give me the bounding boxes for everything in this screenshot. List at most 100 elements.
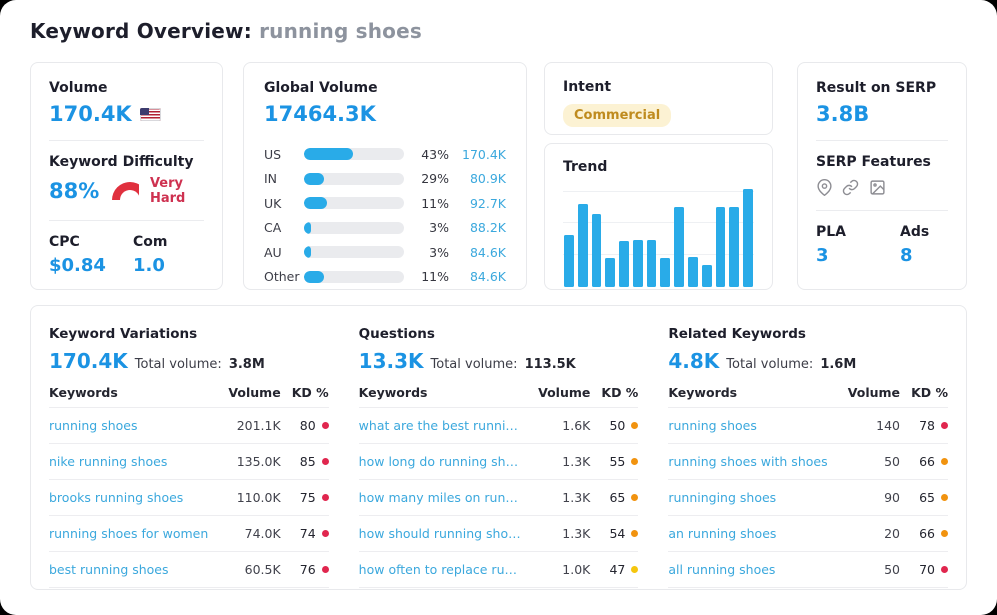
intent-badge[interactable]: Commercial: [563, 104, 672, 127]
geo-percent: 11%: [421, 195, 449, 211]
page-title: Keyword Overview: running shoes: [0, 0, 997, 43]
trend-bar: [591, 213, 602, 287]
total-volume-value: 113.5K: [524, 357, 576, 372]
keyword-link[interactable]: runninging shoes: [668, 490, 777, 505]
keyword-kd: 75: [281, 490, 329, 505]
col-keywords: Keywords: [668, 384, 738, 400]
geo-row-other: Other 11% 84.6K: [264, 265, 506, 290]
image-pack-icon[interactable]: [868, 179, 887, 196]
col-kd: KD %: [911, 384, 949, 400]
keyword-link[interactable]: running shoes: [668, 418, 757, 433]
cpc-label: CPC: [49, 234, 80, 250]
volume-card: Volume 170.4K Keyword Difficulty 88% Ver…: [30, 62, 223, 290]
keyword-volume: 60.5K: [244, 562, 281, 577]
trend-bar: [688, 256, 698, 287]
table-row: running shoes 140 78: [668, 408, 949, 444]
global-volume-label: Global Volume: [264, 80, 378, 96]
table-row: best running shoes 60.5K 76: [49, 552, 329, 588]
kd-value: 74: [299, 526, 316, 541]
keyword-link[interactable]: best running shoes: [49, 562, 169, 577]
table-header: Keywords Volume KD %: [49, 377, 329, 408]
geo-volume-link[interactable]: 84.6K: [469, 269, 506, 285]
local-pack-pin-icon[interactable]: [816, 179, 833, 196]
table-row: how many miles on running shoes 1.3K 65: [358, 480, 639, 516]
table-row: running shoes with shoes 50 66: [668, 444, 949, 480]
ads-value: 8: [900, 245, 913, 266]
geo-volume-bar-fill: [304, 197, 327, 210]
trend-bar: [743, 189, 753, 287]
keyword-link[interactable]: running shoes for women: [49, 526, 209, 541]
kd-dot-icon: [941, 566, 949, 573]
divider: [816, 210, 948, 211]
kd-dot-icon: [941, 422, 949, 429]
keyword-link[interactable]: brooks running shoes: [49, 490, 184, 505]
kd-value: 50: [609, 418, 626, 433]
us-flag-icon: [139, 107, 161, 121]
keyword-volume: 74.0K: [244, 526, 281, 541]
keyword-kd: 85: [281, 454, 329, 469]
com-label: Com: [133, 234, 168, 250]
trend-card: Trend: [544, 143, 773, 290]
serp-card: Result on SERP 3.8B SERP Features PLA 3 …: [797, 62, 967, 290]
keyword-volume: 201.1K: [236, 418, 281, 433]
divider: [49, 220, 204, 221]
global-volume-value: 17464.3K: [264, 102, 376, 126]
kd-dot-icon: [631, 458, 639, 465]
keyword-link[interactable]: how often to replace running shoes: [358, 562, 529, 577]
kd-value: 78: [919, 418, 936, 433]
keyword-kd: 80: [281, 418, 329, 433]
page-title-prefix: Keyword Overview:: [30, 19, 252, 43]
pla-value: 3: [816, 245, 829, 266]
keyword-link[interactable]: what are the best running shoes: [358, 418, 529, 433]
result-on-serp-value: 3.8B: [816, 102, 870, 126]
keyword-tables-card: Keyword Variations 170.4K Total volume: …: [30, 305, 967, 590]
geo-volume-link[interactable]: 88.2K: [469, 220, 506, 236]
keyword-link[interactable]: nike running shoes: [49, 454, 168, 469]
geo-volume-link[interactable]: 170.4K: [462, 146, 506, 162]
geo-volume-link[interactable]: 92.7K: [469, 195, 506, 211]
keyword-kd: 74: [281, 526, 329, 541]
geo-row-ca: CA 3% 88.2K: [264, 216, 506, 241]
geo-volume-link[interactable]: 80.9K: [469, 171, 506, 187]
total-volume-label: Total volume:: [726, 357, 814, 372]
geo-volume-bar-fill: [304, 172, 324, 185]
geo-volume-link[interactable]: 84.6K: [469, 244, 506, 260]
keyword-link[interactable]: how should running shoes fit: [358, 526, 529, 541]
geo-volume-bar-fill: [304, 246, 311, 259]
geo-volume-bar: [304, 221, 404, 234]
section-count: 170.4K: [49, 349, 128, 373]
link-icon[interactable]: [842, 179, 859, 196]
section-count: 13.3K: [358, 349, 424, 373]
geo-volume-bar-fill: [304, 148, 353, 161]
intent-trend-column: Intent Commercial Trend: [544, 62, 773, 290]
keyword-link[interactable]: an running shoes: [668, 526, 777, 541]
total-volume-label: Total volume:: [430, 357, 518, 372]
pla-label: PLA: [816, 224, 847, 240]
ads-label: Ads: [900, 224, 930, 240]
table-row: what are the best running shoes 1.6K 50: [358, 408, 639, 444]
kd-dot-icon: [321, 422, 329, 429]
keyword-link[interactable]: how many miles on running shoes: [358, 490, 529, 505]
keyword-volume: 50: [884, 454, 901, 469]
trend-chart: [563, 189, 754, 287]
keyword-volume: 1.0K: [562, 562, 591, 577]
kd-value: 75: [299, 490, 316, 505]
kd-value: 54: [609, 526, 626, 541]
kd-dot-icon: [941, 494, 949, 501]
trend-bar: [564, 235, 574, 287]
keyword-volume: 1.6K: [562, 418, 591, 433]
keyword-volume: 1.3K: [562, 490, 591, 505]
table-row: how often to replace running shoes 1.0K …: [358, 552, 639, 588]
geo-percent: 29%: [421, 171, 449, 187]
keyword-link[interactable]: how long do running shoes last: [358, 454, 529, 469]
keyword-volume: 1.3K: [562, 454, 591, 469]
keyword-link[interactable]: running shoes: [49, 418, 138, 433]
geo-percent: 11%: [421, 269, 449, 285]
col-keywords: Keywords: [358, 384, 428, 400]
keyword-link[interactable]: all running shoes: [668, 562, 776, 577]
trend-bar: [674, 206, 685, 287]
keyword-link[interactable]: running shoes with shoes: [668, 454, 828, 469]
total-volume-value: 3.8M: [228, 357, 265, 372]
kd-dot-icon: [631, 494, 639, 501]
